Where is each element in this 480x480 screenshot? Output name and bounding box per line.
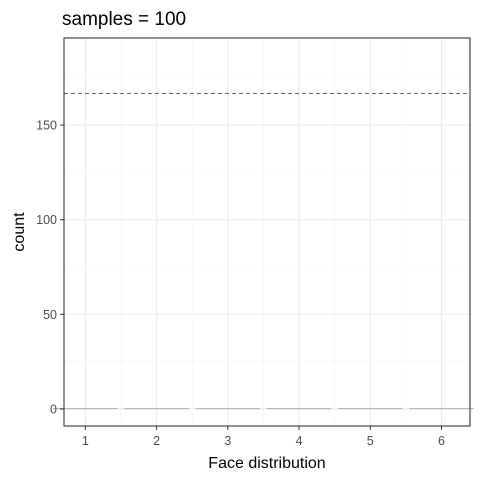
y-tick-label: 150 — [36, 119, 57, 133]
x-tick-label: 1 — [82, 434, 89, 448]
y-axis: 0 50 100 150 — [36, 119, 64, 416]
x-tick-label: 5 — [367, 434, 374, 448]
bar-1 — [53, 408, 118, 410]
x-axis: 1 2 3 4 5 6 — [82, 426, 445, 448]
bar-2 — [124, 408, 189, 410]
y-tick-label: 50 — [43, 308, 57, 322]
panel-border — [63, 37, 471, 427]
bar-5 — [338, 408, 403, 410]
bar-3 — [195, 408, 261, 410]
bar-4 — [266, 408, 332, 410]
bars — [53, 408, 474, 410]
x-tick-label: 3 — [224, 434, 231, 448]
chart-title: samples = 100 — [62, 9, 186, 30]
y-tick-label: 100 — [36, 213, 57, 227]
x-tick-label: 2 — [153, 434, 160, 448]
bar-6 — [409, 408, 474, 410]
grid-major — [64, 38, 470, 426]
y-tick-label: 0 — [50, 402, 57, 416]
y-axis-title: count — [11, 212, 28, 252]
grid-minor — [64, 38, 470, 426]
plot-panel — [64, 38, 470, 426]
x-tick-label: 6 — [438, 434, 445, 448]
x-tick-label: 4 — [296, 434, 303, 448]
x-axis-title: Face distribution — [208, 455, 325, 472]
